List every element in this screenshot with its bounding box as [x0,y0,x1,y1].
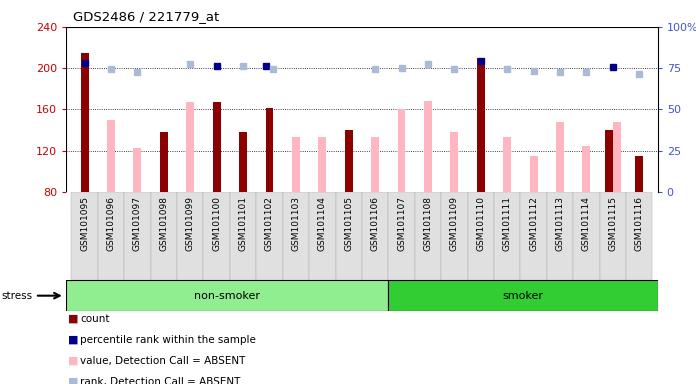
Text: GSM101103: GSM101103 [292,197,301,252]
Bar [318,137,326,192]
Bar [605,130,612,192]
Bar [283,192,309,280]
Bar [424,101,432,192]
Text: GSM101108: GSM101108 [423,197,432,252]
Bar [547,192,574,280]
Text: rank, Detection Call = ABSENT: rank, Detection Call = ABSENT [80,377,240,384]
Bar [134,147,141,192]
Text: GSM101097: GSM101097 [133,197,142,252]
Bar [468,192,494,280]
Bar [635,156,643,192]
Text: GSM101101: GSM101101 [239,197,248,252]
Text: GSM101096: GSM101096 [106,197,116,252]
Text: non-smoker: non-smoker [194,291,260,301]
Text: ■: ■ [68,356,79,366]
Bar [556,122,564,192]
Bar [256,192,283,280]
Bar [309,192,335,280]
Bar [292,137,300,192]
Bar [239,132,247,192]
Text: GSM101106: GSM101106 [371,197,379,252]
Bar [124,192,150,280]
Bar [371,137,379,192]
Bar [203,192,230,280]
Bar [345,130,353,192]
Text: GSM101104: GSM101104 [318,197,327,251]
Bar [187,102,194,192]
Text: value, Detection Call = ABSENT: value, Detection Call = ABSENT [80,356,246,366]
Text: ■: ■ [68,377,79,384]
Text: smoker: smoker [503,291,544,301]
Bar [362,192,388,280]
Bar [335,192,362,280]
Text: GSM101105: GSM101105 [345,197,353,252]
Bar [477,58,484,192]
Bar [530,156,537,192]
Bar [626,192,652,280]
Text: GSM101112: GSM101112 [529,197,538,251]
Text: stress: stress [1,291,33,301]
Text: GSM101115: GSM101115 [608,197,617,252]
Bar [98,192,124,280]
Text: GSM101111: GSM101111 [503,197,512,252]
Text: GSM101102: GSM101102 [265,197,274,251]
Bar [81,53,88,192]
Bar [230,192,256,280]
Text: GSM101100: GSM101100 [212,197,221,252]
Bar [415,192,441,280]
Bar [503,137,511,192]
Text: ■: ■ [68,314,79,324]
Bar [107,120,115,192]
Bar [66,280,388,311]
Text: GSM101116: GSM101116 [635,197,644,252]
Bar [177,192,203,280]
Text: GSM101098: GSM101098 [159,197,168,252]
Bar [265,108,274,192]
Bar [388,280,658,311]
Bar [150,192,177,280]
Bar [450,132,459,192]
Bar [574,192,600,280]
Text: GSM101095: GSM101095 [80,197,89,252]
Text: GSM101110: GSM101110 [476,197,485,252]
Bar [72,192,98,280]
Bar [213,102,221,192]
Text: GSM101113: GSM101113 [555,197,564,252]
Text: ■: ■ [68,335,79,345]
Bar [441,192,468,280]
Bar [583,146,590,192]
Text: GDS2486 / 221779_at: GDS2486 / 221779_at [73,10,219,23]
Bar [397,109,406,192]
Text: GSM101099: GSM101099 [186,197,195,252]
Bar [388,192,415,280]
Bar [494,192,521,280]
Bar [600,192,626,280]
Text: GSM101107: GSM101107 [397,197,406,252]
Text: count: count [80,314,109,324]
Bar [160,132,168,192]
Text: percentile rank within the sample: percentile rank within the sample [80,335,256,345]
Text: GSM101114: GSM101114 [582,197,591,251]
Bar [612,122,621,192]
Bar [521,192,547,280]
Text: GSM101109: GSM101109 [450,197,459,252]
